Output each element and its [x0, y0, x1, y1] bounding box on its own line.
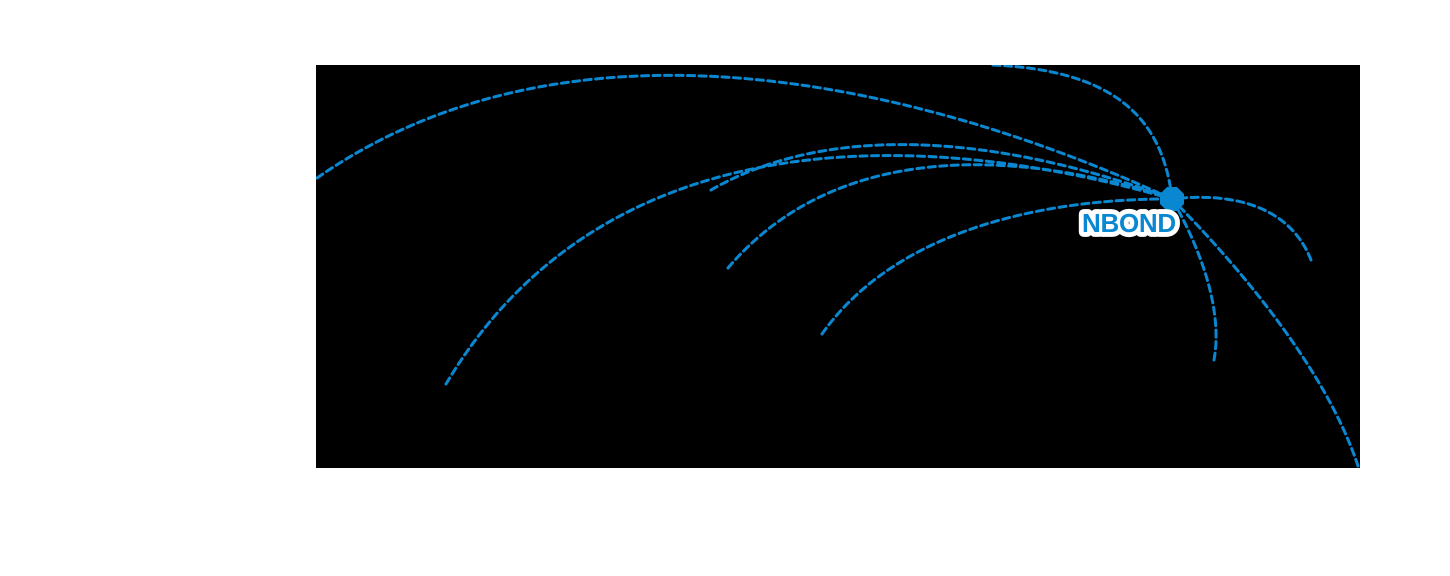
svg-text:NBOND: NBOND — [1082, 208, 1176, 238]
